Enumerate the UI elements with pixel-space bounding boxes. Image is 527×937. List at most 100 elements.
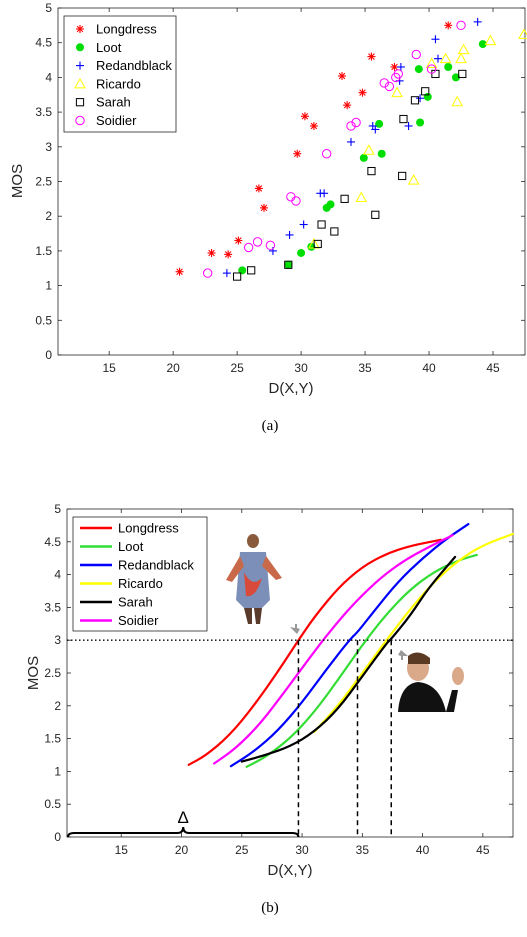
y-tick-label: 5 (45, 1, 52, 15)
x-tick-label: 25 (230, 361, 244, 375)
x-tick-label: 40 (422, 361, 436, 375)
data-point (398, 171, 407, 181)
data-point (317, 220, 326, 229)
data-point (307, 242, 316, 251)
arrow-icon (290, 624, 300, 634)
data-point (411, 49, 421, 60)
y-axis-label-b: MOS (25, 656, 42, 690)
data-point (343, 101, 352, 110)
data-point (238, 266, 247, 275)
data-point (375, 119, 384, 128)
data-point (313, 239, 322, 249)
data-point (202, 268, 213, 278)
y-tick-label: 1 (45, 279, 52, 293)
legend-label: Redandblack (118, 558, 194, 573)
legend-label: Longdress (96, 22, 157, 37)
x-tick-label: 40 (416, 843, 430, 857)
x-tick-label: 45 (476, 843, 490, 857)
y-tick-label: 2.5 (35, 175, 52, 189)
axes-b: 15 20 25 30 35 40 45 0 0.5 1 1.5 2 2.5 3 3.5 4 4.5 5 (44, 502, 514, 857)
legend-label: Loot (118, 539, 144, 554)
data-point (371, 125, 380, 134)
y-tick-label: 0 (45, 348, 52, 362)
legend-marker (75, 98, 85, 107)
x-axis-label-a: D(X,Y) (269, 380, 314, 397)
y-tick-label: 4.5 (44, 535, 61, 549)
data-point (358, 88, 367, 97)
data-point (473, 17, 482, 26)
data-point (297, 248, 306, 257)
line-soidier (213, 534, 454, 765)
data-point (300, 112, 309, 121)
data-point (320, 189, 329, 198)
data-point (414, 65, 423, 74)
data-point (233, 272, 242, 281)
legend-marker (76, 43, 84, 52)
data-point (416, 118, 425, 127)
x-tick-label: 20 (166, 361, 180, 375)
data-point (234, 236, 243, 245)
data-point (284, 260, 293, 269)
y-tick-label: 1.5 (35, 244, 52, 258)
series-redandblack (222, 17, 482, 278)
data-point (367, 166, 376, 176)
line-ricardo (313, 532, 515, 734)
y-tick-label: 4 (45, 70, 52, 84)
data-point (284, 260, 293, 269)
delta-label: Δ (178, 808, 189, 827)
panel-label-a: (a) (262, 418, 279, 434)
data-point (433, 54, 442, 63)
data-point (484, 34, 497, 46)
y-tick-label: 0.5 (44, 797, 61, 811)
data-point (455, 52, 467, 64)
y-tick-label: 2.5 (44, 666, 61, 680)
chart-panel-a: 15 20 25 30 35 40 45 0 0.5 1 1.5 2 2.5 3 3.5 4 4.5 5 Long… (9, 1, 527, 434)
data-point (404, 121, 413, 130)
data-point (346, 121, 356, 131)
legend-label: Soidier (96, 113, 137, 128)
data-point (371, 210, 380, 219)
data-point (426, 64, 437, 74)
y-tick-label: 4.5 (35, 36, 52, 50)
data-point (175, 267, 184, 276)
legend-label: Soidier (118, 613, 159, 628)
data-point (243, 242, 254, 253)
y-tick-label: 1 (54, 764, 61, 778)
x-tick-label: 25 (235, 843, 249, 857)
arrow-icon (398, 650, 408, 660)
data-point (247, 266, 256, 275)
data-point (410, 96, 420, 105)
legend-b: Longdress Loot Redandblack Ricardo Sarah Soid… (72, 516, 208, 632)
line-longdress (187, 538, 442, 766)
data-point (321, 149, 332, 159)
data-point (338, 72, 347, 81)
longdress-figure-image (226, 534, 282, 624)
data-point (326, 200, 335, 209)
data-point (207, 248, 216, 257)
line-redandblack (229, 523, 470, 768)
x-tick-label: 20 (175, 843, 189, 857)
data-point (351, 117, 361, 128)
y-tick-label: 2 (45, 209, 52, 223)
y-tick-label: 5 (54, 502, 61, 516)
data-point (457, 43, 470, 55)
data-point (265, 240, 276, 251)
y-tick-label: 3.5 (44, 600, 61, 614)
series-sarah (233, 69, 467, 281)
series-loot (238, 40, 487, 275)
legend-label: Loot (96, 40, 122, 55)
y-tick-label: 1.5 (44, 732, 61, 746)
legend-label: Longdress (118, 521, 179, 536)
x-tick-label: 45 (486, 361, 500, 375)
data-point (439, 52, 452, 64)
data-point (396, 62, 405, 71)
data-point (458, 69, 467, 79)
legend-label: Redandblack (96, 58, 172, 73)
data-point (285, 230, 294, 239)
data-point (425, 57, 438, 69)
x-tick-label: 35 (358, 361, 372, 375)
chart-panel-b: 15 20 25 30 35 40 45 0 0.5 1 1.5 2 2.5 3 3.5 4 4.5 5 Δ (25, 502, 515, 916)
data-point (359, 153, 368, 162)
data-point (309, 121, 318, 130)
